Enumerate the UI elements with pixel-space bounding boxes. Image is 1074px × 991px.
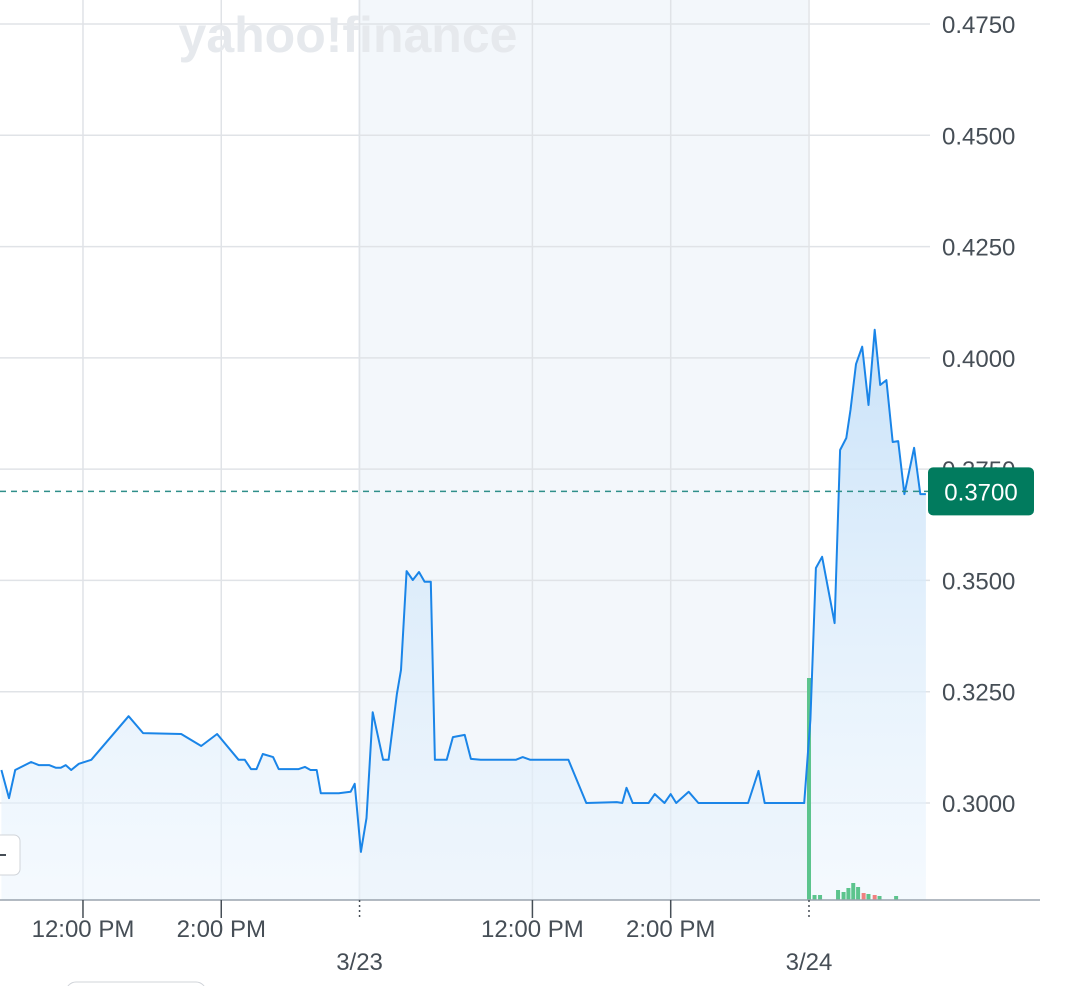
price-area xyxy=(1,329,926,900)
volume-bar xyxy=(846,888,851,900)
volume-bar xyxy=(861,893,866,900)
watermark: yahoo!finance xyxy=(179,7,518,63)
volume-bar xyxy=(841,892,846,900)
y-tick-label: 0.3500 xyxy=(942,568,1015,595)
volume-bar xyxy=(856,887,861,900)
y-tick-label: 0.4250 xyxy=(942,235,1015,262)
y-tick-label: 0.3000 xyxy=(942,791,1015,818)
range-button[interactable] xyxy=(65,981,207,991)
y-tick-label: 0.4750 xyxy=(942,12,1015,39)
volume-bar xyxy=(806,678,811,900)
last-price-tag xyxy=(928,467,1034,516)
volume-bar xyxy=(818,895,823,900)
x-tick-label: 3/23 xyxy=(336,949,383,976)
x-tick-label: 12:00 PM xyxy=(481,916,584,943)
last-price-label: 0.3700 xyxy=(944,479,1017,506)
volume-bar xyxy=(872,895,877,900)
volume-bar xyxy=(866,894,871,900)
x-tick-label: 2:00 PM xyxy=(177,916,266,943)
y-tick-label: 0.4500 xyxy=(942,123,1015,150)
price-line xyxy=(0,328,926,853)
zoom-button[interactable] xyxy=(0,834,21,876)
volume-bar xyxy=(877,896,882,900)
volume-bar xyxy=(812,895,817,900)
volume-bar xyxy=(836,890,841,900)
x-tick-label: 2:00 PM xyxy=(626,916,715,943)
volume-bar xyxy=(851,883,856,900)
y-tick-label: 0.4000 xyxy=(942,346,1015,373)
volume-bar xyxy=(894,896,899,900)
x-tick-label: 3/24 xyxy=(786,949,833,976)
y-tick-label: 0.3250 xyxy=(942,680,1015,707)
x-tick-label: 12:00 PM xyxy=(32,916,135,943)
